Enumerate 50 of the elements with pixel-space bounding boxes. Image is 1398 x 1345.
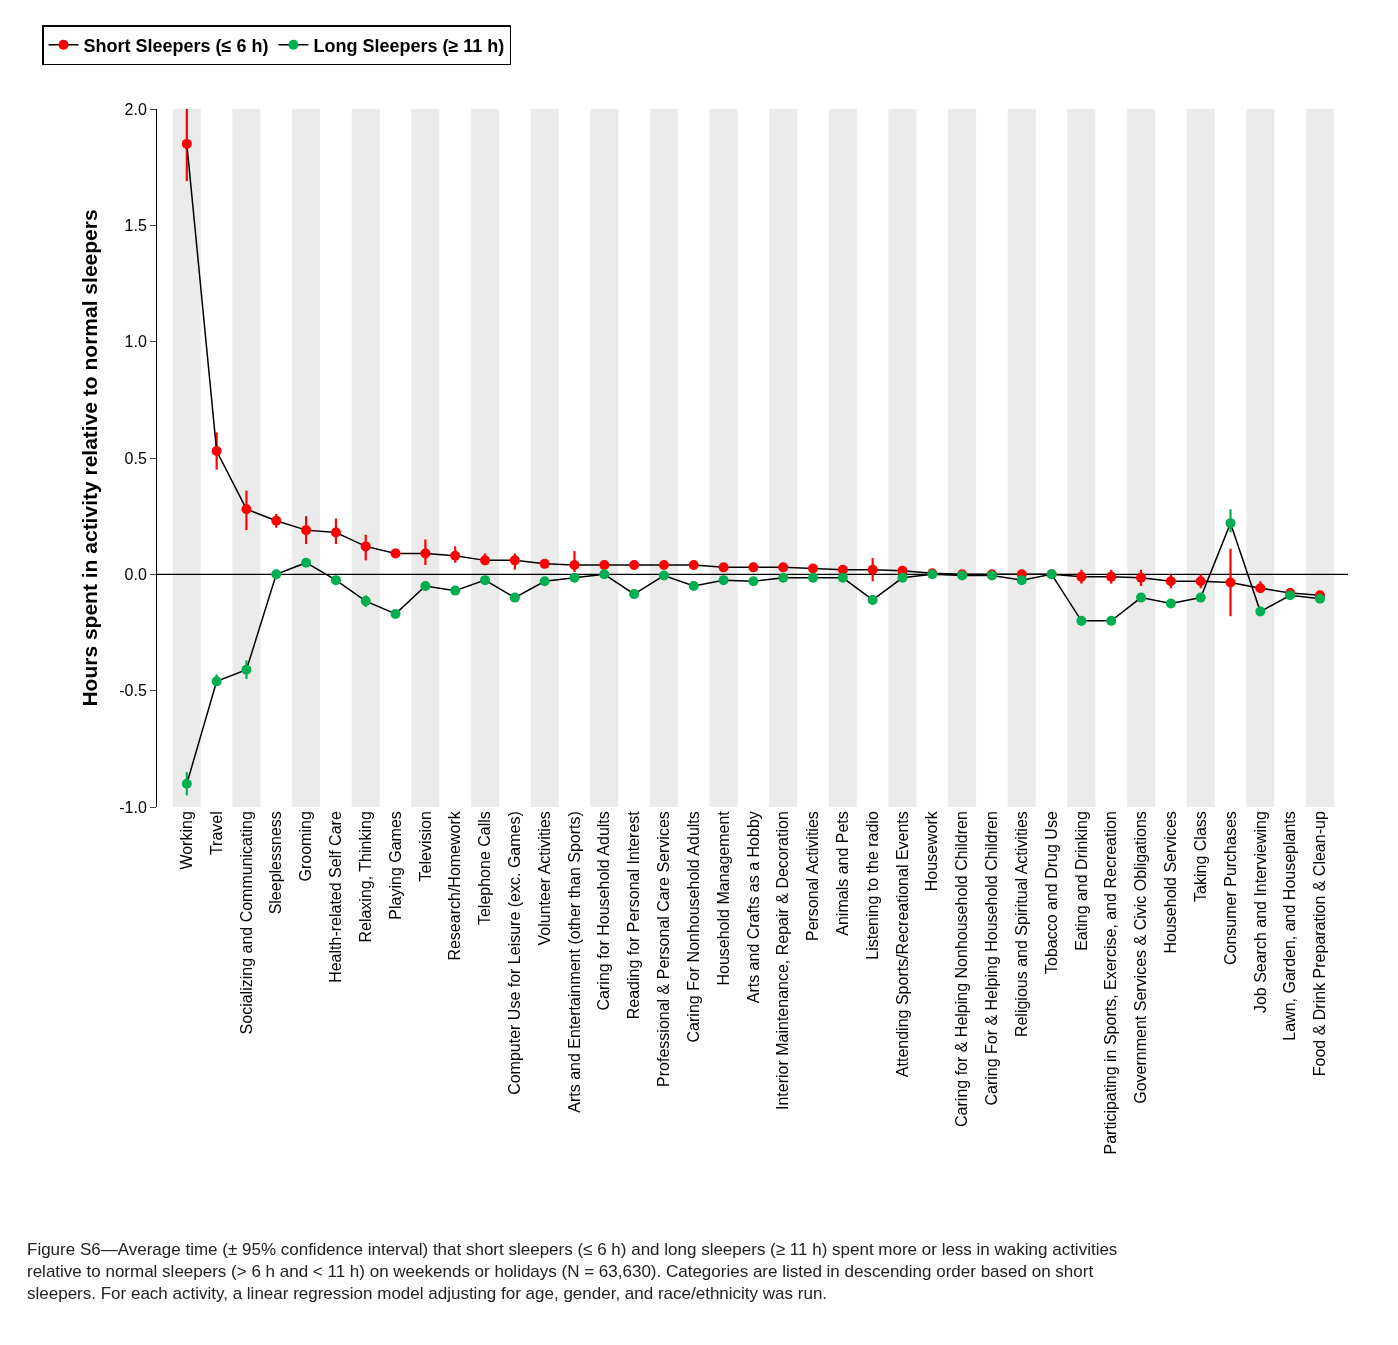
x-tick-label: Arts and Crafts as a Hobby (744, 811, 762, 1004)
x-tick-label: Household Management (714, 810, 732, 986)
x-tick-label: Caring For & Helping Household Children (983, 811, 1001, 1106)
x-tick-label: Volunteer Activities (535, 811, 553, 946)
x-tick-label: Television (416, 811, 434, 882)
x-tick-label: Research/Homework (446, 810, 464, 961)
x-tick-label: Professional & Personal Care Services (655, 811, 673, 1087)
x-tick-label: Attending Sports/Recreational Events (893, 811, 911, 1078)
x-tick-label: Grooming (297, 811, 315, 882)
x-tick-label: Taking Class (1191, 811, 1209, 902)
x-tick-label: Telephone Calls (476, 811, 494, 926)
x-tick-label: Tobacco and Drug Use (1042, 811, 1060, 974)
x-tick-label: Reading for Personal Interest (625, 810, 643, 1020)
x-tick-label: Job Search and Interviewing (1251, 811, 1269, 1014)
x-tick-label: Personal Activities (804, 811, 822, 942)
y-tick-label: 0.5 (124, 449, 147, 467)
x-tick-label: Arts and Entertainment (other than Sports) (565, 811, 583, 1113)
x-tick-label: Consumer Purchases (1221, 811, 1239, 966)
y-tick-label: 1.0 (124, 333, 147, 351)
x-tick-label: Sleeplessness (267, 811, 285, 915)
legend-label: Short Sleepers (≤ 6 h) (83, 35, 269, 56)
y-tick-label: 0.0 (124, 565, 147, 583)
y-axis-title: Hours spent in activity relative to normal sleepers (78, 209, 102, 707)
x-tick-label: Government Services & Civic Obligations (1132, 811, 1150, 1104)
y-tick-label: 1.5 (124, 216, 147, 234)
x-tick-label: Housework (923, 810, 941, 892)
caption: Figure S6—Average time (± 95% confidence interval) that short sleepers (≤ 6 h) and long sleepers (≥ 11 h) spent more or less in waking activities relative to normal sleepers (> 6 h and < 11 h) on weekends or holidays (N = 63,630). Categories are listed in descending order based on short sleepers. For each activity, a linear regression model adjusting for age, gender, and race/ethnicity was run. (27, 1240, 1118, 1304)
x-tick-label: Caring for Household Adults (595, 811, 613, 1011)
x-tick-label: Working (178, 811, 196, 870)
x-tick-label: Household Services (1162, 811, 1180, 954)
x-tick-label: Health-related Self Care (327, 811, 345, 983)
x-tick-label: Food & Drink Preparation & Clean-up (1311, 811, 1329, 1077)
x-tick-label: Listening to the radio (863, 811, 881, 960)
x-tick-label: Playing Games (386, 811, 404, 920)
x-tick-label: Travel (207, 811, 225, 856)
x-tick-label: Computer Use for Leisure (exc. Games) (506, 811, 524, 1095)
x-tick-label: Religious and Spiritual Activities (1012, 811, 1030, 1038)
x-tick-label: Lawn, Garden, and Houseplants (1281, 811, 1299, 1041)
legend-label: Long Sleepers (≥ 11 h) (313, 35, 505, 56)
x-tick-label: Participating in Sports, Exercise, and Recreation (1102, 811, 1120, 1155)
y-tick-label: -1.0 (119, 798, 147, 816)
x-tick-label: Relaxing, Thinking (356, 811, 374, 943)
x-tick-label: Animals and Pets (834, 811, 852, 936)
y-tick-label: -0.5 (119, 682, 147, 700)
x-tick-label: Caring For Nonhousehold Adults (684, 811, 702, 1043)
x-tick-label: Eating and Drinking (1072, 811, 1090, 951)
x-tick-label: Interior Maintenance, Repair & Decoration (774, 811, 792, 1111)
y-tick-label: 2.0 (124, 100, 147, 118)
x-tick-label: Socializing and Communicating (237, 811, 255, 1035)
x-tick-label: Caring for & Helping Nonhousehold Children (953, 811, 971, 1127)
